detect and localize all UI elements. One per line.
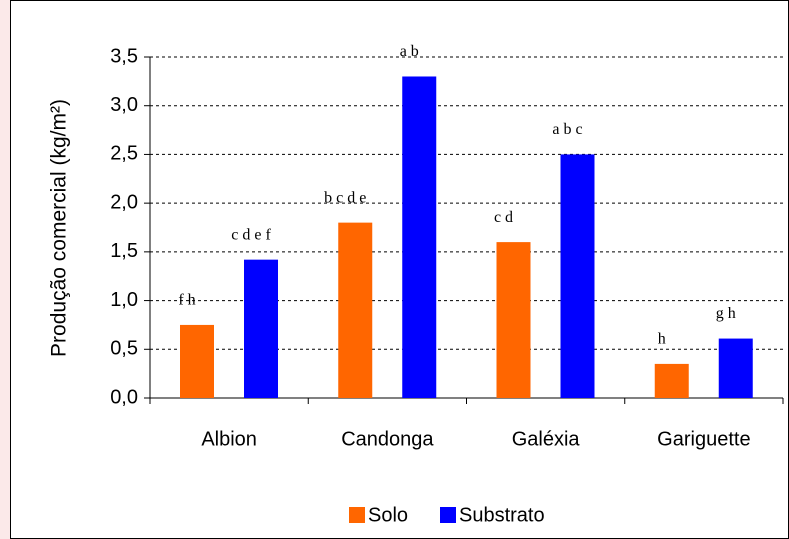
bar [338,222,373,398]
bar [244,259,278,398]
y-tick-label: 0,5 [110,338,138,360]
legend-label: Solo [368,504,408,526]
bar [718,338,753,398]
chart-frame [10,0,789,539]
bar-annotation: a b c [552,121,582,138]
bar-annotation: c d [494,209,513,226]
bar [180,324,214,398]
y-tick-label: 3,5 [110,45,138,67]
bar-annotation: f h [178,292,195,309]
bar [654,363,689,398]
y-tick-label: 1,0 [110,289,138,311]
bar [560,154,595,398]
legend-label: Substrato [459,504,545,526]
x-tick-label: Gariguette [657,428,750,450]
y-tick-label: 2,0 [110,191,138,213]
legend-swatch [440,507,456,523]
y-axis-label: Produção comercial (kg/m²) [48,99,71,357]
bar-annotation: g h [716,305,736,322]
y-tick-label: 1,5 [110,240,138,262]
x-tick-label: Candonga [341,428,434,450]
legend-swatch [349,507,365,523]
y-tick-label: 3,0 [110,94,138,116]
bar-annotation: b c d e [324,189,366,206]
y-tick-label: 2,5 [110,143,138,165]
bar [496,242,531,398]
bar-annotation: h [658,331,666,348]
bar-annotation: a b [400,43,419,60]
x-tick-label: Galéxia [512,428,581,450]
bar-annotation: c d e f [231,226,271,243]
y-tick-label: 0,0 [110,386,138,408]
bar [402,76,437,398]
x-tick-label: Albion [201,428,257,450]
